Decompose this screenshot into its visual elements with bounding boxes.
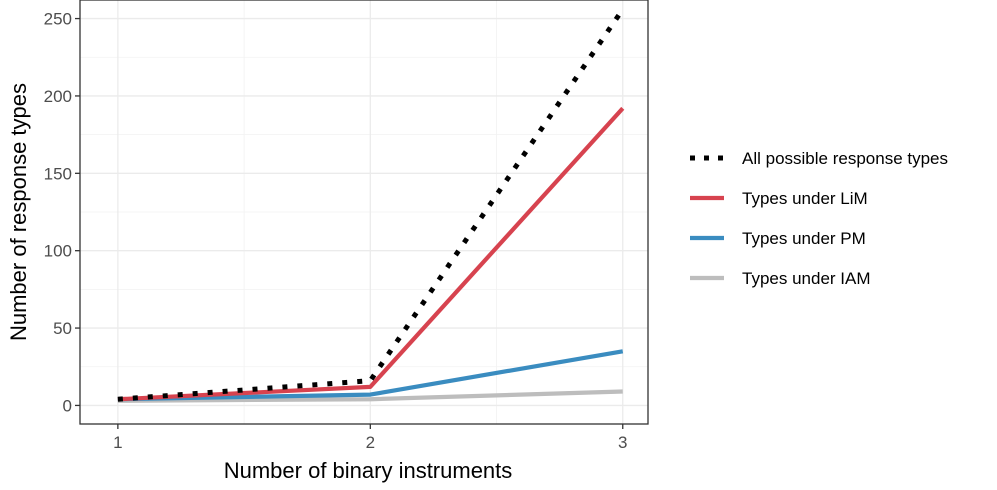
legend-label: Types under PM xyxy=(742,229,866,248)
y-axis-title: Number of response types xyxy=(6,83,31,341)
y-tick-label: 50 xyxy=(53,319,72,338)
y-tick-label: 0 xyxy=(63,396,72,415)
grid-lines xyxy=(80,0,648,424)
series-line-types-under-pm xyxy=(117,349,624,402)
x-tick-label: 3 xyxy=(618,433,627,452)
x-axis-title: Number of binary instruments xyxy=(224,458,513,483)
legend-label: Types under LiM xyxy=(742,189,868,208)
y-tick-label: 250 xyxy=(44,10,72,29)
y-tick-label: 150 xyxy=(44,164,72,183)
legend-label: Types under IAM xyxy=(742,269,871,288)
plot-panel-border xyxy=(79,0,649,425)
x-tick-label: 1 xyxy=(113,433,122,452)
legend: All possible response types Types under L… xyxy=(690,149,948,288)
series-lines xyxy=(117,7,625,403)
legend-label: All possible response types xyxy=(742,149,948,168)
y-tick-label: 100 xyxy=(44,242,72,261)
x-tick-label: 2 xyxy=(366,433,375,452)
series-line-types-under-iam xyxy=(117,389,623,403)
y-tick-label: 200 xyxy=(44,87,72,106)
axis-ticks: 0 50 100 150 200 250 1 2 3 xyxy=(44,10,628,452)
series-line-types-under-lim xyxy=(117,106,625,402)
